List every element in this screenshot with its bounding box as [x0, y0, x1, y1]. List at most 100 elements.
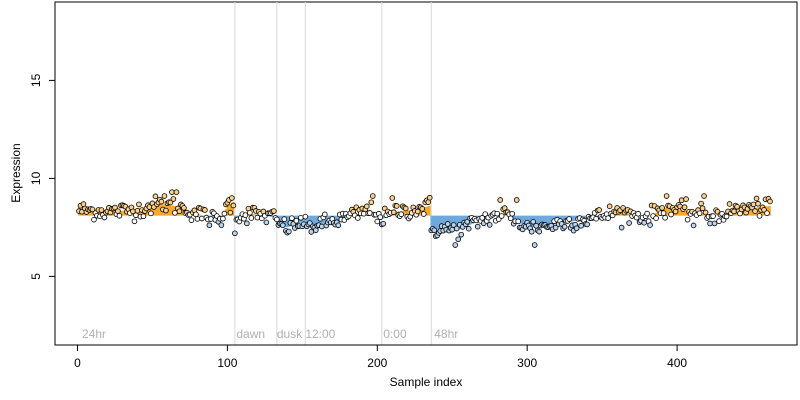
data-point	[683, 196, 689, 202]
data-point	[450, 222, 457, 228]
data-point	[389, 195, 396, 201]
data-point	[513, 197, 520, 203]
data-point	[698, 200, 704, 207]
data-point	[531, 242, 538, 248]
y-tick-label: 10	[29, 171, 43, 185]
data-point	[641, 219, 647, 226]
data-point	[140, 213, 147, 220]
data-point	[368, 199, 375, 206]
data-point	[552, 224, 559, 231]
data-point	[369, 193, 376, 199]
data-point	[530, 218, 536, 225]
data-point	[659, 205, 665, 211]
data-point	[112, 204, 118, 211]
data-points	[76, 189, 773, 248]
data-point	[248, 215, 255, 221]
data-point	[169, 189, 175, 195]
data-point	[494, 210, 501, 217]
data-point	[755, 200, 761, 207]
data-point	[764, 210, 770, 216]
data-point	[464, 218, 471, 225]
data-point	[402, 205, 409, 212]
data-point	[101, 214, 108, 221]
x-axis-title: Sample index	[390, 375, 463, 389]
data-point	[227, 209, 234, 216]
data-point	[626, 220, 632, 226]
data-point	[274, 216, 280, 223]
annotation-label: 0:00	[383, 327, 407, 341]
data-point	[115, 208, 121, 214]
data-point	[449, 226, 456, 233]
data-point	[578, 222, 584, 229]
data-point	[280, 222, 286, 229]
data-point	[335, 222, 342, 229]
data-point	[172, 210, 178, 216]
data-point	[707, 220, 713, 227]
data-point	[653, 215, 659, 221]
data-point	[220, 215, 226, 222]
data-point	[662, 214, 668, 221]
data-point	[731, 208, 737, 215]
data-point	[176, 208, 183, 215]
data-point	[308, 229, 315, 235]
annotation-label: dusk	[277, 327, 303, 341]
data-point	[170, 196, 177, 202]
data-point	[173, 189, 180, 195]
data-point	[354, 215, 361, 221]
data-point	[263, 219, 270, 226]
data-point	[420, 211, 427, 217]
data-point	[221, 210, 228, 217]
data-point	[486, 222, 493, 228]
data-point	[431, 227, 438, 234]
data-point	[419, 206, 426, 212]
data-point	[131, 218, 138, 225]
data-point	[605, 215, 611, 221]
data-point	[193, 211, 199, 218]
data-point	[453, 225, 460, 232]
data-point	[452, 242, 459, 248]
data-point	[281, 216, 288, 222]
data-point	[271, 208, 277, 214]
data-point	[711, 220, 718, 227]
data-point	[479, 215, 486, 221]
data-point	[152, 193, 159, 200]
data-point	[298, 214, 304, 221]
data-point	[98, 207, 105, 213]
data-point	[528, 228, 535, 235]
data-point	[244, 220, 250, 227]
x-tick-label: 0	[74, 356, 81, 370]
data-point	[444, 221, 451, 227]
data-point	[89, 206, 96, 213]
data-point	[566, 216, 572, 222]
annotation-label: dawn	[236, 327, 265, 341]
data-point	[726, 201, 733, 207]
data-point	[702, 209, 709, 216]
data-point	[206, 222, 213, 229]
annotation-label: 24hr	[82, 327, 106, 341]
data-point	[618, 224, 625, 231]
x-tick-label: 400	[667, 356, 687, 370]
data-point	[752, 208, 758, 214]
data-point	[91, 216, 97, 223]
data-point	[199, 215, 205, 222]
data-point	[593, 215, 599, 222]
data-point	[116, 212, 123, 219]
data-point	[322, 211, 328, 218]
data-point	[497, 197, 504, 203]
annotation-label: 12:00	[305, 327, 335, 341]
data-point	[756, 213, 763, 219]
data-point	[647, 222, 653, 228]
data-point	[289, 215, 295, 221]
data-point	[455, 236, 462, 243]
data-point	[635, 210, 641, 217]
x-tick-label: 100	[217, 356, 237, 370]
annotation-lines	[234, 2, 432, 345]
data-point	[536, 228, 542, 235]
data-point	[482, 211, 489, 217]
data-point	[474, 223, 481, 230]
annotation-label: 48hr	[434, 327, 458, 341]
y-tick-label: 15	[29, 73, 43, 87]
data-point	[573, 225, 580, 232]
data-point	[596, 207, 602, 213]
data-point	[136, 201, 142, 208]
